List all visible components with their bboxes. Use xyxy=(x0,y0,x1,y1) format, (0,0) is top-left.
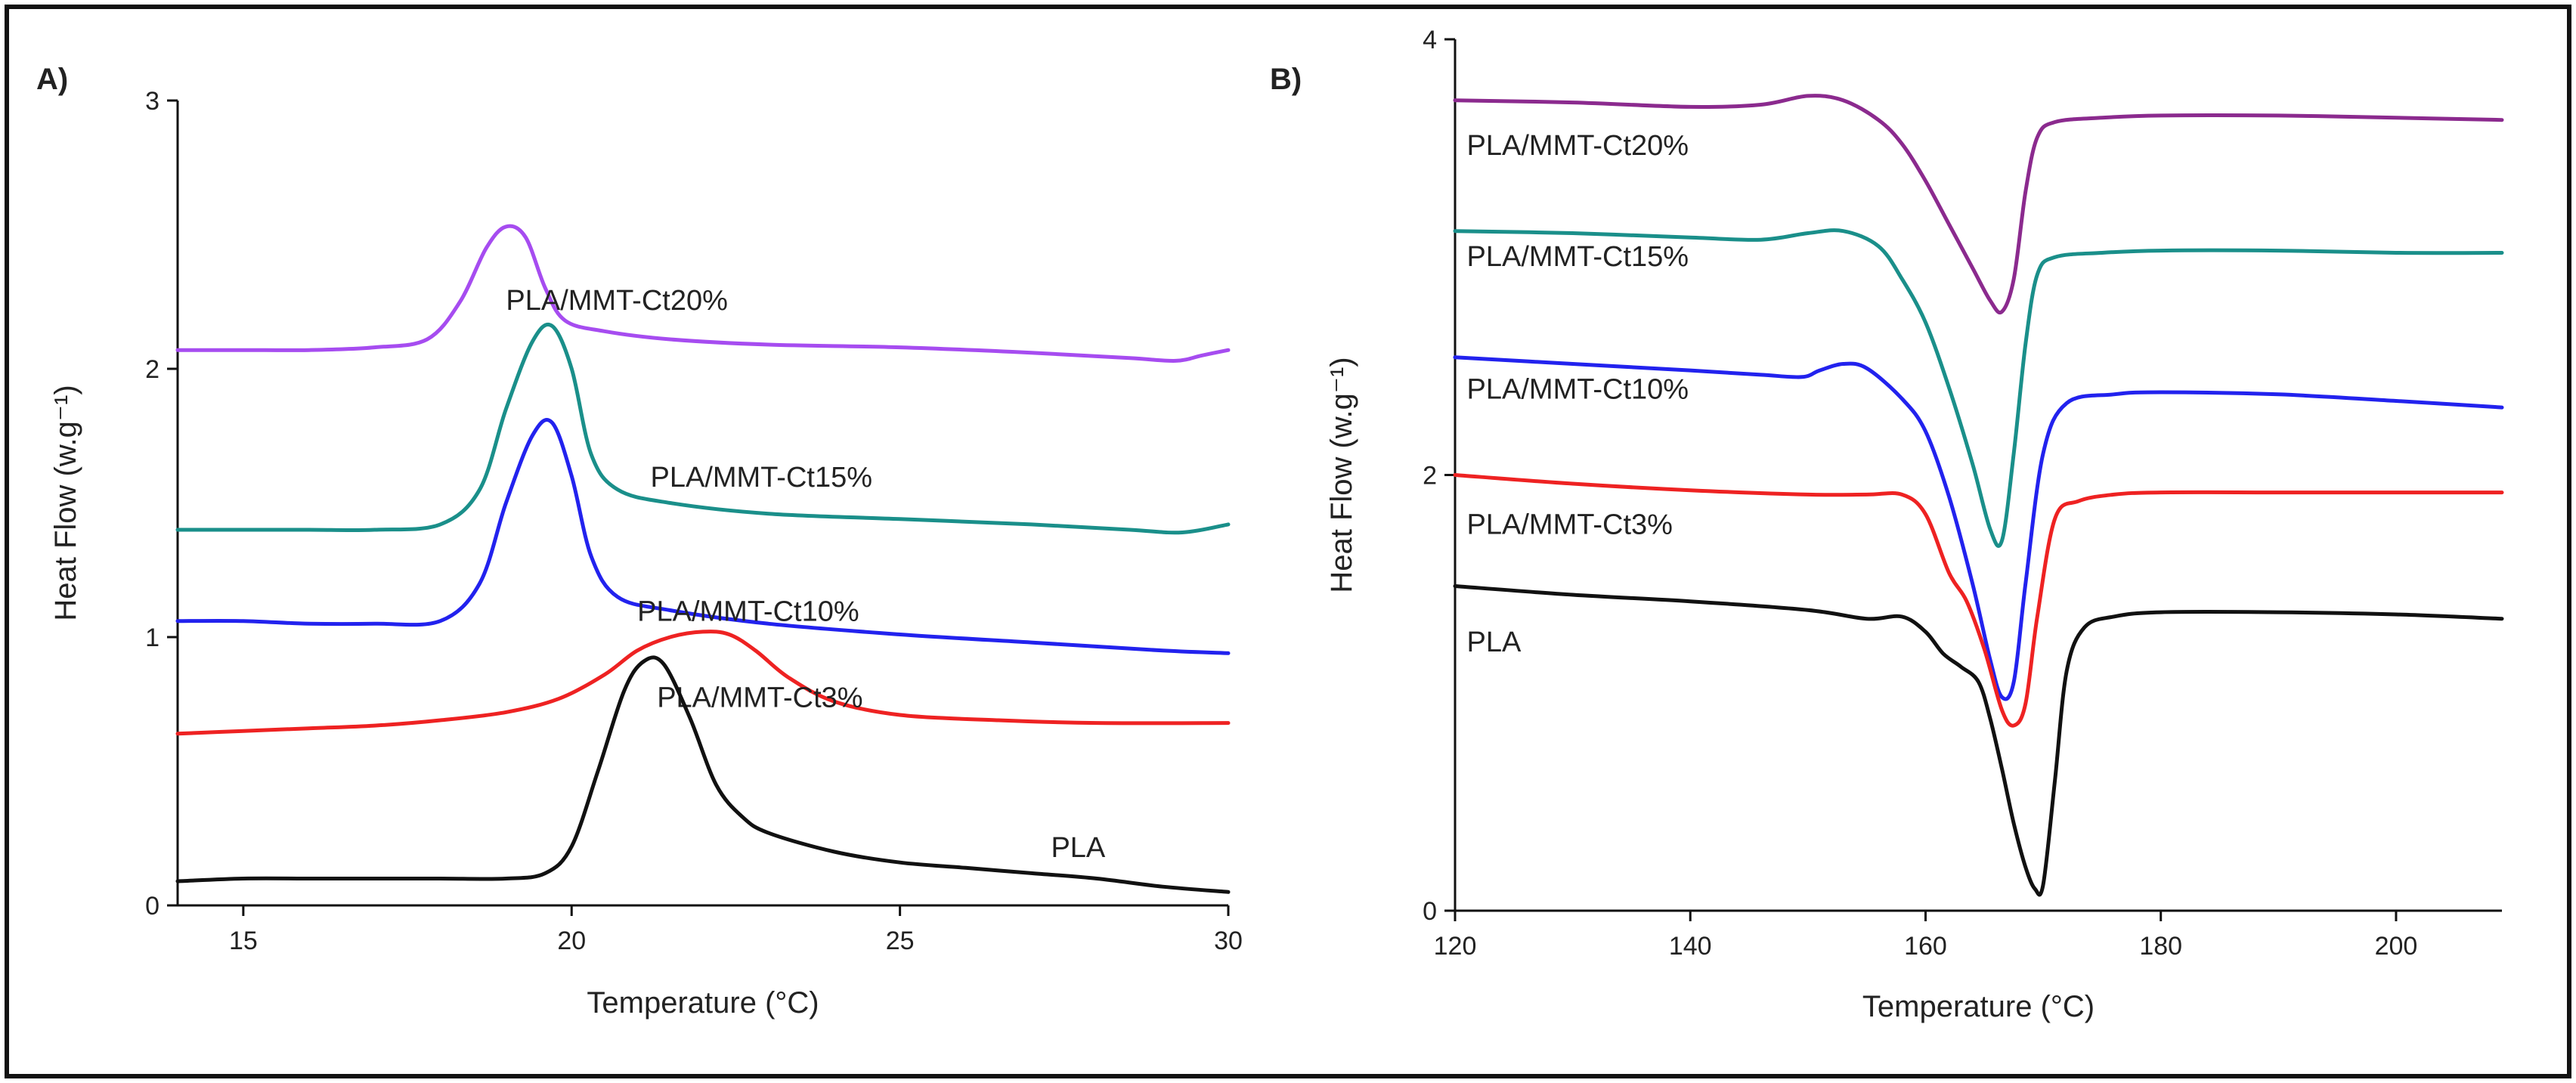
x-tick-label: 30 xyxy=(1214,927,1243,955)
y-tick-label: 0 xyxy=(1423,897,1437,926)
y-axis-label: Heat Flow (w.g⁻¹) xyxy=(1325,357,1358,593)
y-tick-label: 0 xyxy=(145,892,159,921)
x-tick-label: 15 xyxy=(229,927,258,955)
y-tick-label: 4 xyxy=(1423,26,1437,54)
figure-border xyxy=(5,5,2571,1078)
panel-a: A) 15 20 25 30 0 1 2 3 Temperature (°C) Heat Flow … xyxy=(36,63,1243,1020)
panel-label: B) xyxy=(1270,63,1302,96)
y-tick-label: 2 xyxy=(145,355,159,384)
series-label: PLA/MMT-Ct15% xyxy=(1467,241,1689,273)
series-label: PLA/MMT-Ct10% xyxy=(637,596,859,628)
y-axis-label: Heat Flow (w.g⁻¹) xyxy=(49,385,82,620)
series-line xyxy=(175,418,1231,655)
x-axis-label: Temperature (°C) xyxy=(587,986,819,1020)
series-label: PLA/MMT-Ct15% xyxy=(651,462,873,494)
x-tick-label: 160 xyxy=(1904,932,1947,961)
y-tick-label: 2 xyxy=(1423,462,1437,490)
x-axis-label: Temperature (°C) xyxy=(1862,990,2095,1023)
series-line xyxy=(1453,584,2504,897)
x-tick-label: 200 xyxy=(2375,932,2418,961)
series-label: PLA/MMT-Ct10% xyxy=(1467,374,1689,406)
series-label: PLA/MMT-Ct20% xyxy=(506,285,728,317)
series-label: PLA/MMT-Ct20% xyxy=(1467,130,1689,162)
series-label: PLA xyxy=(1467,627,1522,658)
panel-label: A) xyxy=(36,63,68,96)
series-label: PLA xyxy=(1051,832,1105,864)
series-line xyxy=(175,655,1231,894)
x-tick-label: 20 xyxy=(557,927,586,955)
series-line xyxy=(1453,355,2504,701)
x-tick-label: 25 xyxy=(886,927,915,955)
x-tick-label: 140 xyxy=(1669,932,1712,961)
y-tick-label: 1 xyxy=(145,623,159,652)
series-line xyxy=(175,322,1231,535)
series-line xyxy=(175,224,1231,363)
series-line xyxy=(1453,94,2504,314)
x-tick-label: 180 xyxy=(2139,932,2182,961)
series-line xyxy=(1453,473,2504,728)
series-label: PLA/MMT-Ct3% xyxy=(657,682,862,713)
series-line xyxy=(175,630,1231,736)
panel-b: B) 120 140 160 180 200 0 2 4 Temperature (°C) Heat… xyxy=(1270,26,2504,1023)
x-tick-label: 120 xyxy=(1434,932,1477,961)
series-line xyxy=(1453,228,2504,548)
series-label: PLA/MMT-Ct3% xyxy=(1467,509,1673,540)
y-tick-label: 3 xyxy=(145,87,159,116)
